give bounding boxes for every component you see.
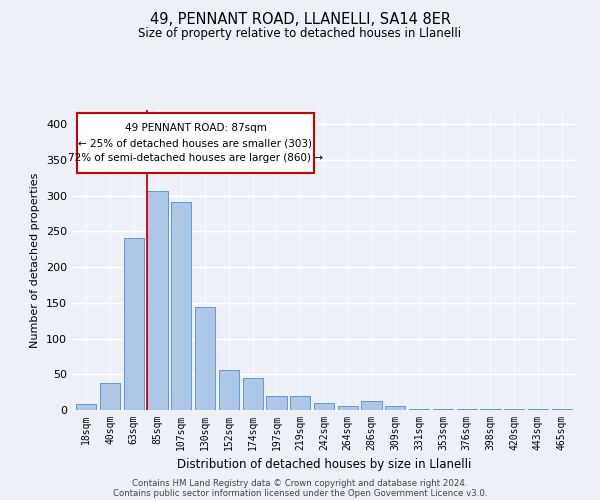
- Bar: [457, 408, 477, 410]
- Bar: [266, 396, 287, 410]
- X-axis label: Distribution of detached houses by size in Llanelli: Distribution of detached houses by size …: [177, 458, 471, 471]
- Text: 49, PENNANT ROAD, LLANELLI, SA14 8ER: 49, PENNANT ROAD, LLANELLI, SA14 8ER: [149, 12, 451, 28]
- Bar: [290, 396, 310, 410]
- Bar: [481, 408, 500, 410]
- Bar: [314, 403, 334, 410]
- Text: 49 PENNANT ROAD: 87sqm
← 25% of detached houses are smaller (303)
72% of semi-de: 49 PENNANT ROAD: 87sqm ← 25% of detached…: [68, 123, 323, 163]
- Bar: [124, 238, 144, 410]
- Bar: [504, 408, 524, 410]
- Y-axis label: Number of detached properties: Number of detached properties: [31, 172, 40, 348]
- Bar: [551, 408, 572, 410]
- Text: Contains public sector information licensed under the Open Government Licence v3: Contains public sector information licen…: [113, 488, 487, 498]
- Bar: [385, 406, 406, 410]
- Text: Size of property relative to detached houses in Llanelli: Size of property relative to detached ho…: [139, 28, 461, 40]
- Bar: [100, 383, 120, 410]
- Bar: [528, 408, 548, 410]
- FancyBboxPatch shape: [77, 113, 314, 173]
- Text: Contains HM Land Registry data © Crown copyright and database right 2024.: Contains HM Land Registry data © Crown c…: [132, 478, 468, 488]
- Bar: [76, 404, 97, 410]
- Bar: [148, 190, 167, 410]
- Bar: [242, 378, 263, 410]
- Bar: [433, 408, 453, 410]
- Bar: [338, 406, 358, 410]
- Bar: [195, 307, 215, 410]
- Bar: [219, 370, 239, 410]
- Bar: [171, 202, 191, 410]
- Bar: [409, 408, 429, 410]
- Bar: [361, 400, 382, 410]
